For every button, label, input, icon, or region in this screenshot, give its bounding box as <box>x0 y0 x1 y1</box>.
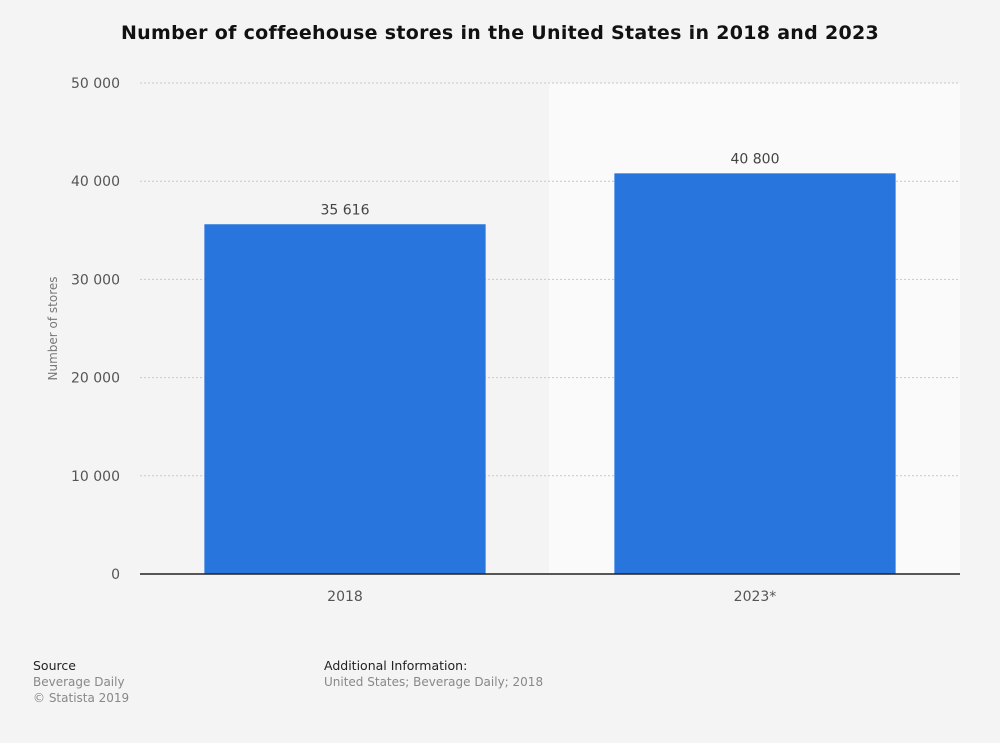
data-label: 40 800 <box>731 151 780 167</box>
source-heading: Source <box>33 658 76 673</box>
y-tick-label: 40 000 <box>71 174 120 190</box>
y-tick-label: 20 000 <box>71 371 120 387</box>
y-tick-label: 50 000 <box>71 76 120 92</box>
y-tick-label: 30 000 <box>71 272 120 288</box>
x-tick-label: 2018 <box>327 589 363 605</box>
y-tick-label: 0 <box>111 567 120 583</box>
y-axis-label: Number of stores <box>46 276 60 380</box>
x-tick-label: 2023* <box>734 589 777 605</box>
source-block: Source Beverage Daily © Statista 2019 <box>33 658 129 706</box>
info-heading: Additional Information: <box>324 658 468 673</box>
bar-2023* <box>614 173 896 574</box>
data-label: 35 616 <box>321 202 370 218</box>
additional-info-block: Additional Information: United States; B… <box>324 658 543 690</box>
chart-title: Number of coffeehouse stores in the Unit… <box>120 22 880 44</box>
bar-2018 <box>204 224 486 574</box>
info-text: United States; Beverage Daily; 2018 <box>324 675 544 689</box>
bar-chart: 0 10 000 20 000 30 000 40 000 50 000 Number of… <box>46 76 960 605</box>
y-tick-label: 10 000 <box>71 469 120 485</box>
source-text[interactable]: Beverage Daily <box>33 675 125 689</box>
copyright: © Statista 2019 <box>33 691 130 705</box>
